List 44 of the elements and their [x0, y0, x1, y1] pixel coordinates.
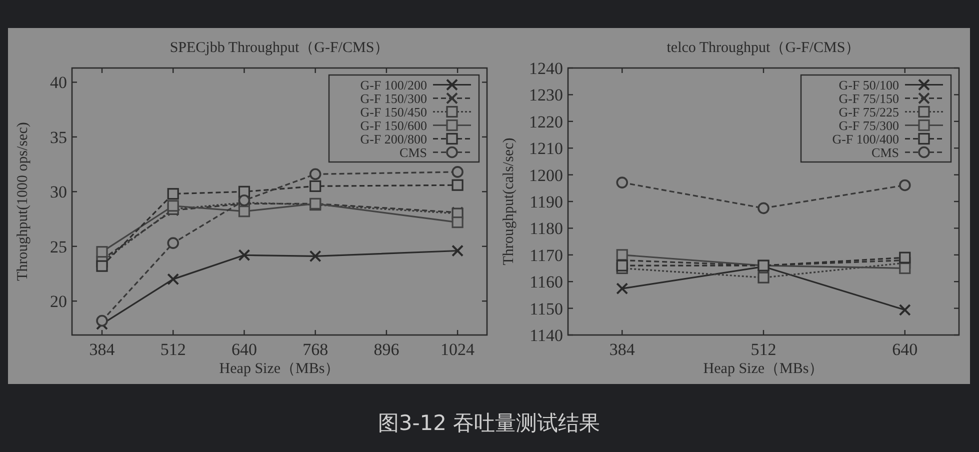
y-axis-title: Throughput(1000 ops/sec): [15, 122, 31, 281]
legend-label: G-F 100/400: [832, 131, 899, 146]
legend-label: G-F 150/600: [360, 118, 427, 133]
chart-title: SPECjbb Throughput（G-F/CMS）: [170, 40, 390, 56]
y-tick-label: 1200: [529, 166, 563, 185]
legend-label: G-F 75/225: [838, 104, 899, 120]
y-tick-label: 25: [50, 237, 67, 256]
legend-label: G-F 150/450: [360, 104, 427, 120]
y-tick-label: 1160: [530, 272, 563, 292]
legend-label: CMS: [872, 144, 899, 160]
y-tick-label: 1240: [529, 59, 563, 78]
legend-label: G-F 50/100: [838, 77, 899, 92]
y-axis-title: Throughput(cals/sec): [501, 138, 517, 266]
x-tick-label: 512: [750, 340, 776, 359]
x-tick-label: 640: [892, 340, 918, 359]
legend-label: CMS: [400, 144, 427, 160]
y-tick-label: 1150: [530, 299, 563, 318]
x-tick-label: 1024: [440, 340, 476, 359]
y-tick-label: 1210: [529, 139, 563, 158]
x-axis-title: Heap Size（MBs）: [219, 361, 340, 377]
x-axis-title: Heap Size（MBs）: [703, 361, 824, 377]
x-tick-label: 768: [302, 340, 328, 359]
y-tick-label: 40: [50, 73, 67, 92]
x-tick-label: 640: [231, 340, 257, 359]
x-tick-label: 512: [160, 340, 186, 359]
y-tick-label: 1190: [530, 192, 563, 212]
x-tick-label: 384: [89, 340, 116, 359]
legend-label: G-F 75/300: [838, 118, 899, 133]
y-tick-label: 1220: [529, 112, 563, 132]
y-tick-label: 1230: [529, 86, 563, 105]
y-tick-label: 1180: [530, 219, 563, 238]
legend-label: G-F 200/800: [360, 131, 427, 146]
caption: 图3-12 吞吐量测试结果: [378, 411, 600, 435]
y-tick-label: 35: [50, 128, 67, 147]
x-tick-label: 384: [609, 340, 636, 359]
y-tick-label: 20: [50, 292, 67, 312]
legend-label: G-F 150/300: [360, 90, 427, 106]
y-tick-label: 1140: [530, 326, 563, 345]
y-tick-label: 30: [50, 182, 67, 202]
legend-label: G-F 75/150: [838, 90, 899, 106]
y-tick-label: 1170: [530, 246, 563, 265]
x-tick-label: 896: [374, 340, 400, 359]
chart-title: telco Throughput（G-F/CMS）: [666, 40, 860, 56]
legend-label: G-F 100/200: [360, 77, 427, 92]
